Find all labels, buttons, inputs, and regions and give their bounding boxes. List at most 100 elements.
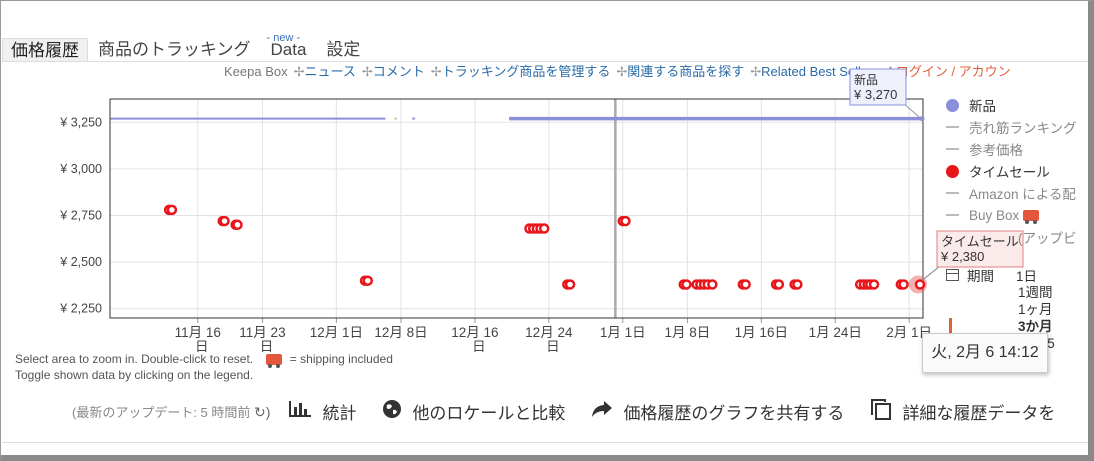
find-related-link[interactable]: 関連する商品を探す [627, 64, 745, 79]
legend-rank-swatch [946, 126, 959, 128]
x-tick-label: 12月 8日 [374, 325, 427, 340]
legend-amazon-swatch [946, 192, 959, 194]
new-end-point [919, 116, 925, 122]
calendar-icon [946, 269, 959, 281]
last-update-label: (最新のアップデート: 5 時間前 [72, 404, 251, 420]
tab-divider [2, 61, 1088, 62]
separator-icon: ✢ [616, 64, 628, 79]
timesale-point [681, 279, 692, 290]
timesale-point [232, 219, 243, 231]
share-arrow-icon [591, 400, 613, 423]
legend-reference-swatch [946, 148, 959, 150]
stats-button[interactable]: 統計 [288, 399, 356, 424]
legend-item-buybox[interactable]: Buy Box [946, 204, 1094, 226]
chart-hint: Select area to zoom in. Double-click to … [15, 351, 393, 383]
login-link[interactable]: ログイン / アカウン [895, 64, 1011, 79]
tooltip-timesale-box [936, 230, 1024, 268]
tab-data[interactable]: - new - Data [261, 32, 317, 62]
timesale-point [773, 279, 785, 290]
tab-settings[interactable]: 設定 [326, 40, 361, 59]
legend-item-bestseller-rank[interactable]: 売れ筋ランキング [946, 116, 1094, 138]
timesale-point [219, 215, 230, 227]
x-tick-label: 1月 8日 [665, 325, 711, 340]
range-month-option[interactable]: 1ヶ月 [1018, 302, 1053, 317]
comments-link[interactable]: コメント [372, 64, 425, 79]
legend-timesale-label: タイムセール [969, 165, 1050, 180]
hint-zoom-text: Select area to zoom in. Double-click to … [15, 352, 254, 366]
legend-occluded-label: (アップビ [1018, 231, 1077, 246]
separator-icon: ✢ [750, 64, 762, 79]
share-graph-label: 価格履歴のグラフを共有する [623, 403, 845, 423]
y-tick-label: ¥ 2,250 [59, 302, 102, 316]
legend-new-swatch [946, 98, 959, 112]
tab-product-tracking[interactable]: 商品のトラッキング [98, 40, 251, 59]
compare-locale-label: 他のロケールと比較 [412, 403, 566, 423]
tab-price-history[interactable]: 価格履歴 [2, 38, 88, 62]
refresh-icon[interactable]: ↻) [254, 403, 271, 420]
x-tick-label: 1月 1日 [600, 325, 646, 340]
tooltip-timesale-label: タイムセール [941, 234, 1019, 249]
globe-icon [382, 399, 402, 424]
tooltip-new-box [849, 68, 907, 106]
timesale-point [620, 215, 631, 227]
tab-data-label: Data [270, 40, 307, 59]
plot-border [109, 98, 924, 319]
y-tick-label: ¥ 2,500 [59, 255, 102, 269]
related-best-sellers-link[interactable]: Related Best Sellers [761, 64, 879, 79]
x-tick-label: 1月 16日 [735, 325, 788, 340]
legend-item-timesale[interactable]: タイムセール [946, 160, 1094, 182]
legend-item-amazon[interactable]: Amazon による配 [946, 182, 1094, 204]
legend-item-reference-price[interactable]: 参考価格 [946, 138, 1094, 160]
separator-icon: ✢ [361, 64, 373, 79]
x-tick-label: 12月 16 [451, 325, 498, 340]
legend-buybox-swatch [946, 214, 959, 216]
timesale-point [868, 279, 880, 290]
x-tick-label: 1月 24日 [809, 325, 862, 340]
legend-item-occluded[interactable]: (アップビ [946, 226, 1094, 248]
legend-reference-label: 参考価格 [969, 143, 1023, 158]
tab-bar: 価格履歴 商品のトラッキング - new - Data 設定 [2, 32, 370, 62]
bar-chart-icon [288, 400, 312, 423]
hint-shipping-text: = shipping included [289, 352, 393, 366]
news-link[interactable]: ニュース [304, 64, 356, 79]
detailed-history-label: 詳細な履歴データを [902, 403, 1056, 423]
x-tick-label-line2: 日 [260, 339, 274, 354]
manage-tracking-link[interactable]: トラッキング商品を管理する [441, 64, 611, 79]
x-tick-label: 2月 1日 [886, 325, 932, 340]
link-bar: Keepa Box ✢ニュース ✢コメント ✢トラッキング商品を管理する ✢関連する商品… [224, 63, 1011, 81]
share-graph-button[interactable]: 価格履歴のグラフを共有する [591, 399, 844, 424]
legend-new-label: 新品 [969, 99, 996, 114]
keepa-box-link[interactable]: Keepa Box [224, 64, 288, 79]
range-week-option[interactable]: 1週間 [1018, 285, 1053, 300]
x-tick-label: 12月 24 [525, 325, 573, 340]
legend-item-new[interactable]: 新品 [946, 94, 1094, 116]
x-tick-label: 11月 16 [175, 325, 221, 340]
y-tick-label: ¥ 3,000 [59, 162, 102, 176]
bottom-divider [2, 442, 1088, 443]
detailed-history-button[interactable]: 詳細な履歴データを [870, 398, 1055, 425]
new-badge: - new - [266, 32, 301, 44]
x-tick-label: 12月 1日 [310, 325, 363, 340]
timesale-point [740, 279, 751, 290]
y-tick-label: ¥ 2,750 [59, 208, 102, 222]
compare-locale-button[interactable]: 他のロケールと比較 [382, 399, 565, 424]
tooltip-new-label: 新品 [854, 72, 878, 87]
range-day-option[interactable]: 1日 [1016, 269, 1038, 284]
tooltip-new-value: ¥ 3,270 [853, 87, 897, 102]
stats-label: 統計 [322, 403, 357, 423]
legend-rank-label: 売れ筋ランキング [969, 121, 1077, 136]
y-tick-label: ¥ 3,250 [59, 115, 102, 129]
range-header: 期間 1日 [946, 266, 1094, 284]
tooltip-datetime: 火, 2月 6 14:12 [922, 333, 1048, 373]
timesale-point [792, 279, 803, 290]
range-three-months-option[interactable]: 3か月 [949, 318, 1094, 335]
hint-legend-text: Toggle shown data by clicking on the leg… [15, 368, 254, 382]
timesale-point [166, 204, 178, 216]
last-update-text: (最新のアップデート: 5 時間前 ↻) [72, 402, 270, 421]
series-new-gap-mark [394, 117, 397, 120]
timesale-point [362, 275, 374, 286]
bottom-toolbar: (最新のアップデート: 5 時間前 ↻) 統計 他のロケールと比較 価格履歴のグ… [72, 398, 1081, 424]
copy-icon [870, 398, 892, 425]
truck-icon [1023, 209, 1040, 224]
